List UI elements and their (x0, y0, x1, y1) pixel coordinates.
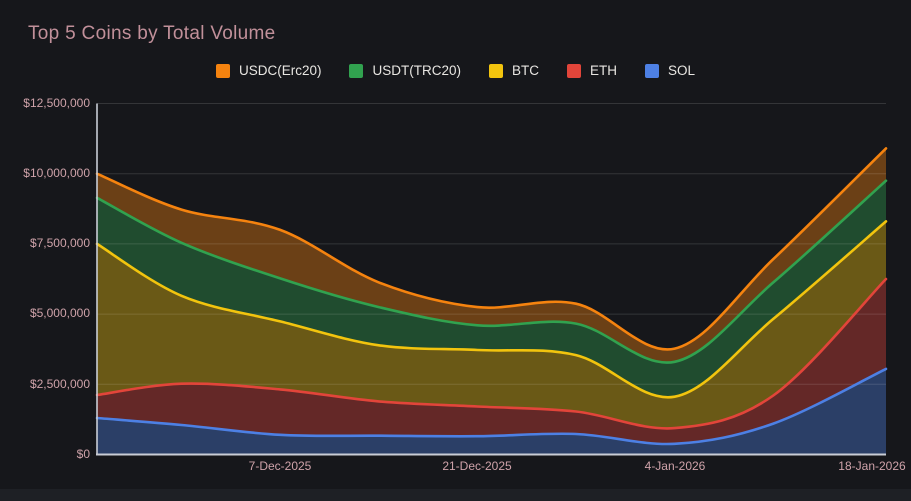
legend: USDC(Erc20) USDT(TRC20) BTC ETH SOL (0, 63, 911, 78)
series-line-ETH (95, 277, 888, 430)
legend-swatch-icon (567, 63, 581, 78)
y-axis-label: $5,000,000 (29, 306, 90, 320)
series-line-BTC (95, 220, 888, 399)
legend-item-usdt[interactable]: USDT(TRC20) (349, 63, 461, 78)
x-axis-label: 18-Jan-2026 (838, 459, 906, 473)
legend-item-label: USDT(TRC20) (372, 63, 461, 78)
legend-item-btc[interactable]: BTC (489, 63, 539, 78)
bottom-strip (0, 489, 911, 501)
x-axis-label: 4-Jan-2026 (644, 459, 706, 473)
legend-item-label: USDC(Erc20) (238, 63, 322, 78)
legend-item-usdc[interactable]: USDC(Erc20) (215, 63, 322, 78)
y-axis-label: $0 (76, 447, 90, 461)
area-fill-ETH (97, 279, 886, 455)
legend-item-label: SOL (668, 63, 696, 78)
legend-swatch-icon (349, 63, 364, 78)
series-line-USDC(Erc20) (95, 147, 888, 351)
y-axis-label: $7,500,000 (29, 236, 90, 250)
legend-item-eth[interactable]: ETH (567, 63, 617, 78)
x-axis-label: 21-Dec-2025 (442, 459, 512, 473)
series-line-USDT(TRC20) (95, 179, 888, 364)
y-axis-label: $12,500,000 (23, 96, 90, 110)
y-axis-label: $10,000,000 (23, 166, 90, 180)
series-line-SOL (95, 367, 888, 446)
legend-swatch-icon (215, 63, 230, 78)
x-axis-label: 7-Dec-2025 (248, 459, 312, 473)
y-axis-label: $2,500,000 (29, 377, 90, 391)
page-title: Top 5 Coins by Total Volume (28, 23, 276, 44)
legend-item-sol[interactable]: SOL (645, 63, 695, 78)
legend-swatch-icon (489, 63, 503, 78)
area-fill-SOL (97, 368, 886, 455)
legend-item-label: BTC (512, 63, 539, 78)
legend-item-label: ETH (590, 63, 617, 78)
legend-swatch-icon (645, 63, 659, 78)
